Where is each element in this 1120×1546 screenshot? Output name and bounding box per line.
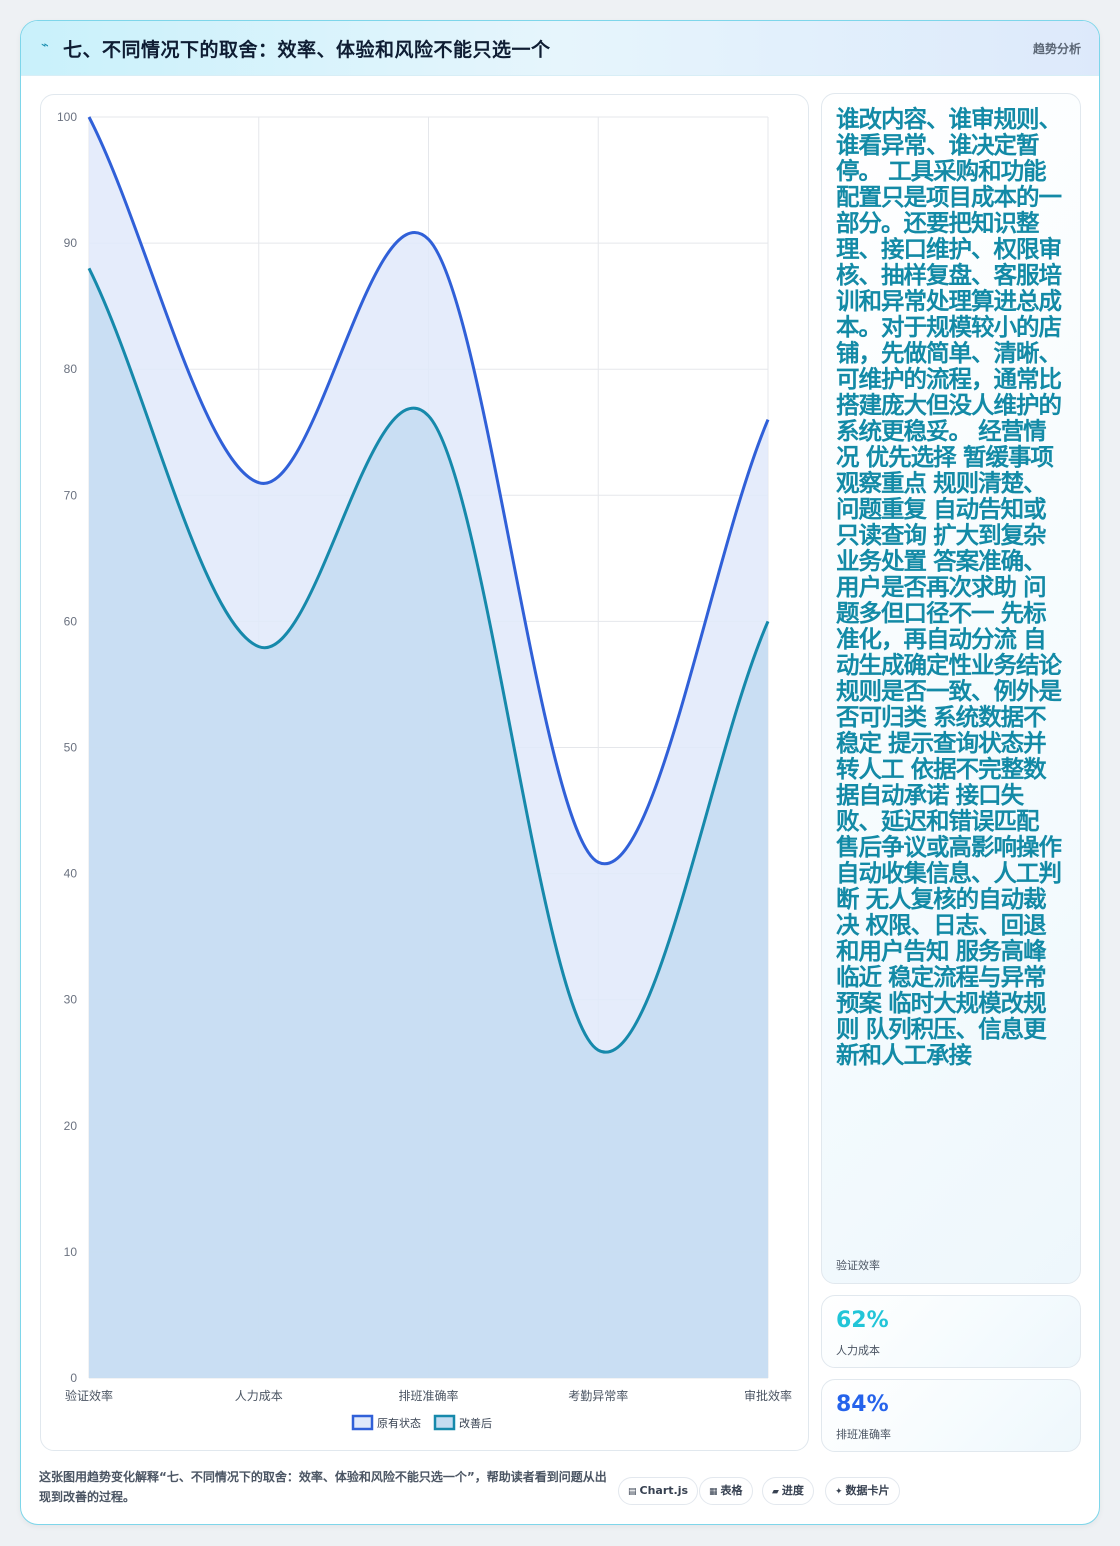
- series-line: [87, 267, 770, 1054]
- x-tick-label: 验证效率: [65, 1388, 113, 1403]
- y-tick-label: 100: [57, 110, 77, 124]
- chip-label: 进度: [781, 1484, 804, 1497]
- metric-card-schedule: 84% 排班准确率: [821, 1379, 1081, 1452]
- x-tick-label: 审批效率: [744, 1388, 792, 1403]
- chart-panel: 0 10 20 30 40 50 60 70 80 90 100 验证效率 人力成本 排班准确率 考勤异常率…: [40, 94, 809, 1451]
- series-area: [89, 268, 768, 1378]
- legend-label: 改善后: [459, 1416, 492, 1430]
- y-tick-label: 30: [64, 993, 78, 1007]
- x-tick-label: 排班准确率: [398, 1388, 458, 1403]
- legend-swatch: [433, 1414, 456, 1431]
- series-line: [87, 116, 770, 866]
- chip-label: Chart.js: [639, 1484, 689, 1497]
- table-icon: ▦: [709, 1487, 718, 1497]
- insight-card: 谁改内容、谁审规则、谁看异常、谁决定暂停。 工具采购和功能配置只是项目成本的一部…: [821, 93, 1081, 1284]
- metric-card-labor: 62% 人力成本: [821, 1295, 1081, 1368]
- metric-value: 84%: [836, 1392, 889, 1417]
- chip-label: 表格: [720, 1484, 743, 1497]
- metric-label: 人力成本: [836, 1344, 880, 1357]
- chart-caption: 这张图用趋势变化解释“七、不同情况下的取舍：效率、体验和风险不能只选一个”，帮助…: [39, 1470, 607, 1504]
- y-tick-label: 90: [64, 236, 78, 250]
- y-tick-label: 50: [64, 741, 78, 755]
- trend-chart: 0 10 20 30 40 50 60 70 80 90 100 验证效率 人力成本 排班准确率 考勤异常率…: [57, 110, 792, 1431]
- metric-value: 62%: [836, 1308, 889, 1333]
- y-tick-label: 10: [64, 1245, 78, 1259]
- x-tick-label: 考勤异常率: [568, 1388, 628, 1403]
- metric-label: 排班准确率: [836, 1428, 891, 1441]
- insight-text: 谁改内容、谁审规则、谁看异常、谁决定暂停。 工具采购和功能配置只是项目成本的一部…: [836, 105, 1062, 1069]
- legend-swatch: [351, 1414, 374, 1431]
- chart-icon: ▤: [628, 1487, 637, 1497]
- section-title: 七、不同情况下的取舍：效率、体验和风险不能只选一个: [63, 39, 551, 61]
- y-tick-label: 0: [70, 1371, 77, 1385]
- sparkle-icon: ✦: [835, 1487, 843, 1497]
- report-card: ⌁ 七、不同情况下的取舍：效率、体验和风险不能只选一个 趋势分析 0 10 20 30…: [20, 20, 1100, 1525]
- chip-table[interactable]: ▦ 表格: [699, 1477, 753, 1505]
- y-tick-label: 60: [64, 614, 78, 628]
- legend-label: 原有状态: [377, 1416, 421, 1430]
- y-tick-label: 80: [64, 362, 78, 376]
- chart-trend-icon: ⌁: [41, 38, 49, 53]
- section-tag: 趋势分析: [1032, 42, 1081, 56]
- progress-icon: ▰: [772, 1487, 779, 1497]
- y-tick-label: 40: [64, 867, 78, 881]
- y-tick-label: 70: [64, 488, 78, 502]
- insight-label: 验证效率: [836, 1259, 880, 1272]
- y-tick-label: 20: [64, 1119, 78, 1133]
- chip-label: 数据卡片: [845, 1484, 890, 1497]
- chip-progress[interactable]: ▰ 进度: [762, 1477, 814, 1505]
- chip-datacard[interactable]: ✦ 数据卡片: [825, 1477, 900, 1505]
- card-header: ⌁ 七、不同情况下的取舍：效率、体验和风险不能只选一个 趋势分析: [21, 21, 1099, 76]
- chip-chartjs[interactable]: ▤ Chart.js: [618, 1477, 699, 1505]
- x-tick-label: 人力成本: [235, 1389, 283, 1403]
